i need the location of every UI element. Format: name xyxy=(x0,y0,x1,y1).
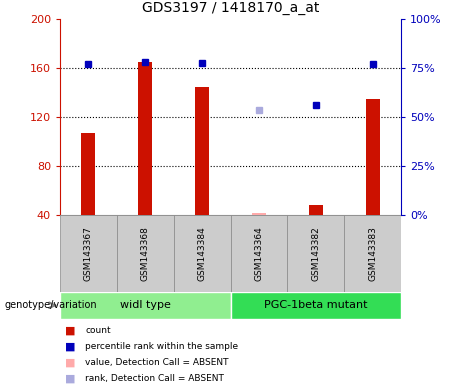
Text: genotype/variation: genotype/variation xyxy=(5,300,97,310)
Bar xyxy=(344,215,401,292)
Text: widl type: widl type xyxy=(120,300,171,310)
Text: GSM143384: GSM143384 xyxy=(198,226,207,281)
Bar xyxy=(309,205,323,215)
Text: count: count xyxy=(85,326,111,335)
Text: PGC-1beta mutant: PGC-1beta mutant xyxy=(264,300,367,310)
Bar xyxy=(230,292,401,319)
Bar xyxy=(117,215,174,292)
Text: ■: ■ xyxy=(65,374,75,384)
Text: GSM143382: GSM143382 xyxy=(311,226,320,281)
Text: ■: ■ xyxy=(65,358,75,367)
Bar xyxy=(60,215,117,292)
Bar xyxy=(230,215,287,292)
Bar xyxy=(195,86,209,215)
Text: ■: ■ xyxy=(65,325,75,335)
Title: GDS3197 / 1418170_a_at: GDS3197 / 1418170_a_at xyxy=(142,2,319,15)
Text: GSM143368: GSM143368 xyxy=(141,226,150,281)
Bar xyxy=(287,215,344,292)
Bar xyxy=(60,292,230,319)
Text: ■: ■ xyxy=(65,341,75,351)
Bar xyxy=(366,99,380,215)
Text: GSM143367: GSM143367 xyxy=(84,226,93,281)
Text: percentile rank within the sample: percentile rank within the sample xyxy=(85,342,238,351)
Text: rank, Detection Call = ABSENT: rank, Detection Call = ABSENT xyxy=(85,374,224,383)
Text: GSM143364: GSM143364 xyxy=(254,226,263,281)
Text: GSM143383: GSM143383 xyxy=(368,226,377,281)
Bar xyxy=(138,62,152,215)
Bar xyxy=(174,215,230,292)
Bar xyxy=(81,133,95,215)
Bar xyxy=(252,213,266,215)
Text: value, Detection Call = ABSENT: value, Detection Call = ABSENT xyxy=(85,358,229,367)
